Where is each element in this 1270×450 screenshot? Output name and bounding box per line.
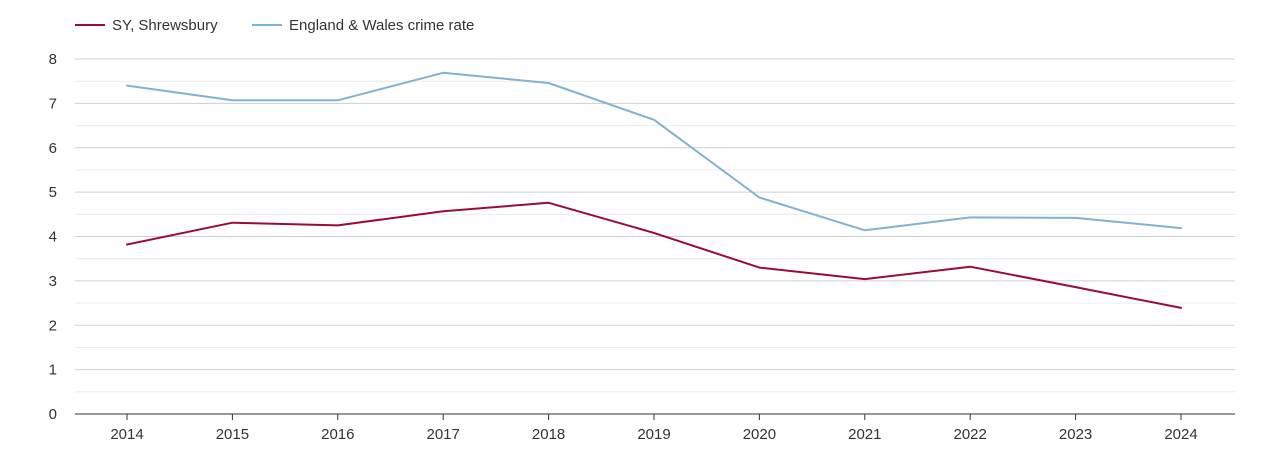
y-tick-label: 1: [49, 362, 57, 379]
y-tick-label: 5: [49, 184, 57, 201]
x-tick-label: 2024: [1164, 426, 1197, 443]
chart-grid: [75, 58, 1235, 393]
data-point: [441, 71, 445, 75]
y-axis: 0 1 2 3 4 5 6 7 8: [49, 51, 57, 423]
x-tick-label: 2020: [743, 426, 776, 443]
y-tick-label: 4: [49, 229, 57, 246]
x-tick-label: 2018: [532, 426, 565, 443]
legend-item-england-wales[interactable]: England & Wales crime rate: [252, 17, 474, 34]
legend-item-shrewsbury[interactable]: SY, Shrewsbury: [75, 17, 218, 34]
legend-label: SY, Shrewsbury: [112, 17, 218, 34]
data-point: [652, 118, 656, 122]
data-point: [1074, 216, 1078, 220]
series-line-england-wales: [126, 71, 1182, 232]
data-point: [336, 223, 340, 227]
x-tick-label: 2016: [321, 426, 354, 443]
chart-legend: SY, Shrewsbury England & Wales crime rate: [75, 17, 474, 34]
x-tick-label: 2015: [216, 426, 249, 443]
y-tick-label: 2: [49, 317, 57, 334]
data-point: [863, 277, 867, 281]
data-point: [230, 221, 234, 225]
data-point: [230, 98, 234, 102]
data-point: [1179, 226, 1183, 230]
data-point: [757, 266, 761, 270]
x-tick-label: 2022: [954, 426, 987, 443]
y-tick-label: 8: [49, 51, 57, 68]
chart-series: [125, 71, 1183, 310]
legend-label: England & Wales crime rate: [289, 17, 474, 34]
data-point: [125, 84, 129, 88]
data-point: [1179, 306, 1183, 310]
x-tick-label: 2021: [848, 426, 881, 443]
series-line-shrewsbury: [126, 201, 1182, 309]
y-tick-label: 3: [49, 273, 57, 290]
data-point: [547, 201, 551, 205]
y-tick-label: 6: [49, 140, 57, 157]
y-tick-label: 0: [49, 406, 57, 423]
x-axis: 2014 2015 2016 2017 2018 2019 2020 2021 2022 2023…: [75, 413, 1235, 443]
data-point: [441, 209, 445, 213]
data-point: [757, 195, 761, 199]
data-point: [1074, 285, 1078, 289]
x-tick-label: 2019: [637, 426, 670, 443]
data-point: [863, 228, 867, 232]
x-tick-label: 2017: [427, 426, 460, 443]
data-point: [652, 231, 656, 235]
data-point: [336, 98, 340, 102]
y-tick-label: 7: [49, 95, 57, 112]
x-tick-label: 2023: [1059, 426, 1092, 443]
data-point: [968, 215, 972, 219]
x-tick-label: 2014: [110, 426, 143, 443]
data-point: [968, 265, 972, 269]
data-point: [547, 81, 551, 85]
data-point: [125, 242, 129, 246]
